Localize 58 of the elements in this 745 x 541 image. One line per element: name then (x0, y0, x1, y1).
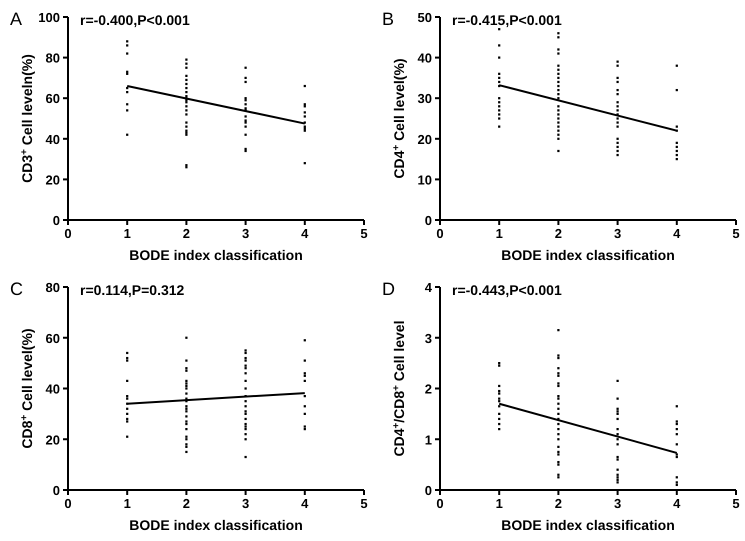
annotation: r=-0.400,P<0.001 (80, 12, 190, 28)
y-tick-label: 80 (46, 280, 60, 295)
y-tick-label: 50 (418, 10, 432, 25)
y-tick-label: 40 (46, 382, 60, 396)
x-tick-label: 4 (301, 226, 310, 241)
x-tick-label: 5 (360, 496, 368, 511)
x-tick-label: 4 (301, 496, 310, 511)
x-tick-label: 4 (673, 226, 682, 241)
annotation: r=0.114,P=0.312 (80, 282, 185, 298)
annotation: r=-0.443,P<0.001 (452, 282, 562, 298)
x-axis-title: BODE index classification (501, 517, 675, 533)
y-tick-label: 0 (424, 213, 432, 228)
y-tick-label: 0 (52, 483, 60, 498)
y-tick-label: 0 (424, 483, 432, 498)
text: C (10, 279, 23, 299)
x-tick-label: 5 (360, 226, 368, 241)
x-tick-label: 1 (496, 496, 503, 511)
annotation: r=-0.415,P<0.001 (452, 12, 562, 28)
x-tick-label: 2 (182, 226, 190, 241)
y-tick-label: 10 (418, 172, 432, 188)
text: B (382, 9, 394, 29)
x-tick-label: 1 (496, 226, 503, 241)
text: A (10, 9, 22, 29)
x-tick-label: 0 (436, 226, 444, 241)
y-tick-label: 40 (418, 50, 432, 66)
y-tick-label: 40 (46, 132, 60, 147)
x-tick-label: 5 (732, 226, 740, 241)
y-tick-label: 100 (38, 10, 60, 25)
y-tick-label: 1 (424, 432, 432, 448)
x-tick-label: 2 (554, 226, 562, 241)
y-tick-label: 60 (46, 330, 60, 346)
x-tick-label: 4 (673, 496, 682, 511)
y-tick-label: 20 (46, 172, 60, 188)
x-tick-label: 3 (242, 226, 250, 241)
x-tick-label: 2 (554, 496, 562, 511)
x-tick-label: 1 (124, 496, 131, 511)
x-axis-title: BODE index classification (129, 247, 303, 263)
x-axis-title: BODE index classification (129, 517, 303, 533)
x-tick-label: 0 (64, 226, 72, 241)
y-tick-label: 3 (424, 330, 432, 346)
x-tick-label: 3 (614, 496, 622, 511)
y-tick-label: 2 (424, 382, 432, 396)
y-tick-label: 4 (424, 280, 433, 295)
x-tick-label: 1 (124, 226, 131, 241)
text: D (382, 279, 395, 299)
y-tick-label: 20 (418, 132, 432, 147)
x-axis-title: BODE index classification (501, 247, 675, 263)
x-tick-label: 3 (242, 496, 250, 511)
y-tick-label: 30 (418, 91, 432, 106)
y-tick-label: 20 (46, 432, 60, 448)
x-tick-label: 2 (182, 496, 190, 511)
x-tick-label: 3 (614, 226, 622, 241)
y-tick-label: 0 (52, 213, 60, 228)
x-tick-label: 0 (436, 496, 444, 511)
y-tick-label: 60 (46, 91, 60, 106)
x-tick-label: 0 (64, 496, 72, 511)
y-tick-label: 80 (46, 50, 60, 66)
x-tick-label: 5 (732, 496, 740, 511)
